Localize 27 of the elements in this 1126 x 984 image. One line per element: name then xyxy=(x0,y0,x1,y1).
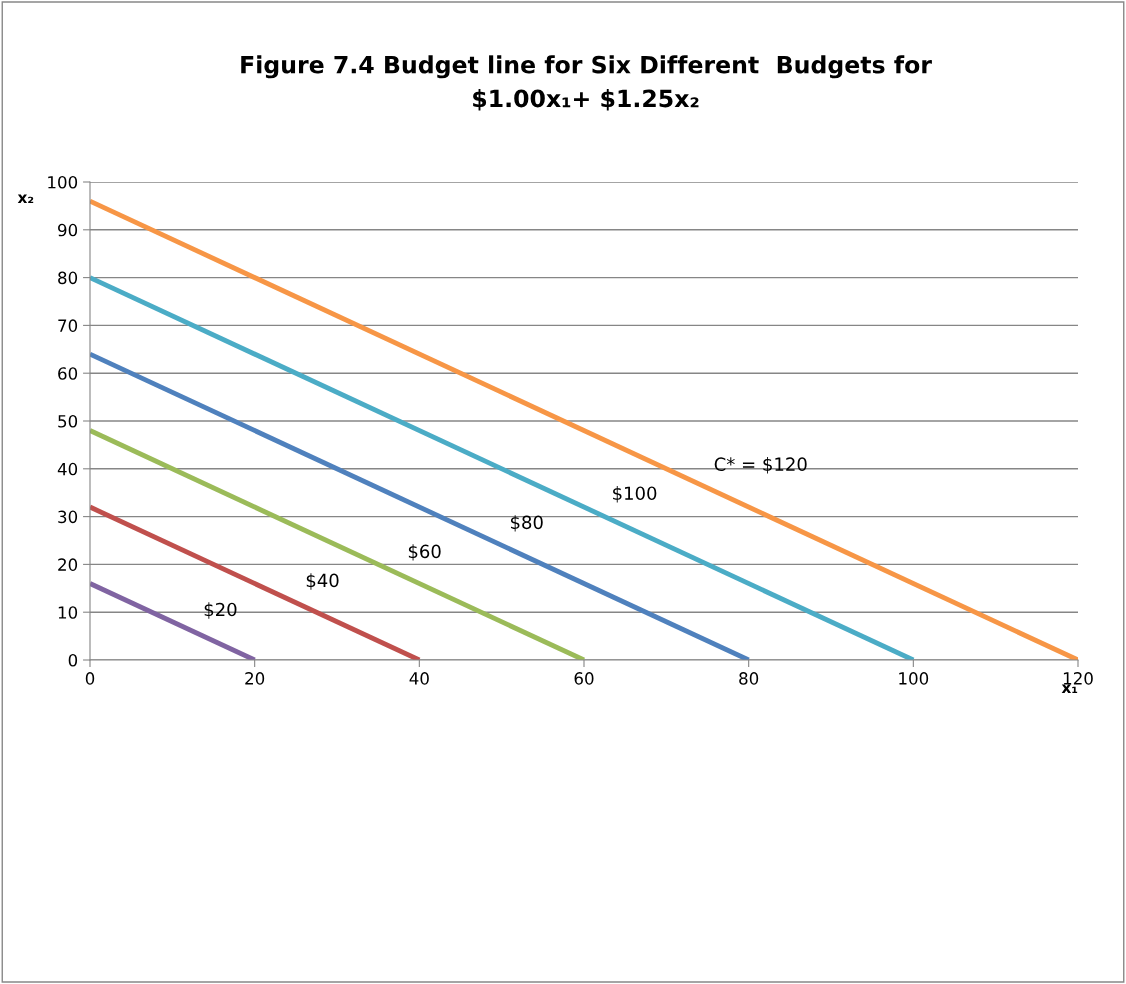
y-tick-label: 20 xyxy=(58,558,78,571)
x-tick-label: 60 xyxy=(574,672,594,685)
y-tick-label: 80 xyxy=(58,271,78,285)
y-tick-label: 0 xyxy=(68,653,78,667)
y-tick-label: 40 xyxy=(57,462,78,476)
x-tick-label: 120 xyxy=(1063,672,1093,685)
x-tick-label: 100 xyxy=(899,672,929,685)
chart-title: Figure 7.4 Budget line for Six Different Budgets for $1.00x₁+ $1.25x₂ xyxy=(241,55,932,111)
x-axis-title: x₁ xyxy=(1061,684,1078,693)
series-label: $60 xyxy=(408,544,441,561)
y-tick-label: 10 xyxy=(58,606,78,619)
series-label: $40 xyxy=(306,573,339,590)
series-label: $80 xyxy=(510,515,543,532)
series-label: C* = $120 xyxy=(714,457,807,474)
y-tick-label: 70 xyxy=(58,319,78,332)
y-axis-title: x₂ xyxy=(17,194,34,203)
x-tick-label: 0 xyxy=(85,672,95,685)
x-tick-label: 40 xyxy=(409,672,429,685)
x-tick-label: 80 xyxy=(739,672,759,685)
x-tick-label: 20 xyxy=(245,672,265,685)
series-label: $20 xyxy=(204,602,237,619)
y-tick-label: 50 xyxy=(58,414,78,428)
y-tick-label: 100 xyxy=(48,175,78,189)
y-tick-label: 60 xyxy=(58,367,78,380)
series-label: $100 xyxy=(613,486,657,503)
y-tick-label: 30 xyxy=(58,510,78,524)
y-tick-label: 90 xyxy=(58,223,78,237)
